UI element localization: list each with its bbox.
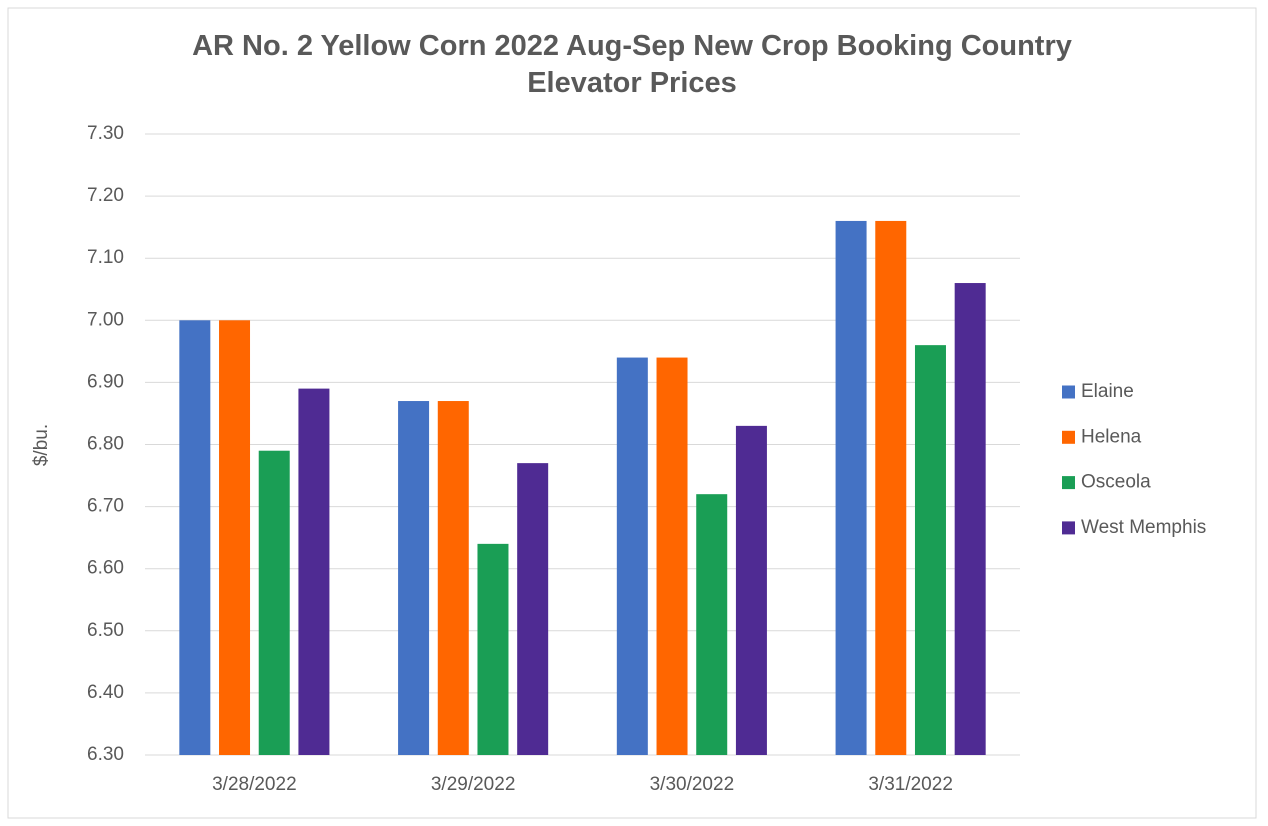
legend-label: West Memphis xyxy=(1081,517,1206,538)
x-tick-label: 3/31/2022 xyxy=(868,774,953,795)
bar xyxy=(914,345,946,755)
y-tick-label: 7.20 xyxy=(87,185,124,206)
chart-title: AR No. 2 Yellow Corn 2022 Aug-Sep New Cr… xyxy=(192,30,1072,99)
bar xyxy=(954,283,986,755)
y-tick-label: 6.90 xyxy=(87,371,124,392)
bar xyxy=(735,425,767,755)
bar xyxy=(298,388,330,755)
y-axis-label: $/bu. xyxy=(31,424,52,466)
y-tick-label: 6.80 xyxy=(87,434,124,455)
legend-swatch xyxy=(1062,521,1075,535)
y-tick-label: 6.40 xyxy=(87,682,124,703)
bar xyxy=(179,320,211,755)
y-tick-label: 7.30 xyxy=(87,123,124,144)
legend-label: Helena xyxy=(1081,426,1142,447)
x-tick-label: 3/28/2022 xyxy=(212,774,297,795)
bar xyxy=(398,401,430,755)
bar xyxy=(437,401,469,755)
legend-swatch xyxy=(1062,476,1075,490)
bar xyxy=(477,543,509,755)
y-tick-label: 6.70 xyxy=(87,496,124,517)
y-tick-label: 6.50 xyxy=(87,620,124,641)
bar xyxy=(656,357,688,755)
bar xyxy=(835,220,867,755)
y-tick-label: 6.30 xyxy=(87,744,124,765)
legend-label: Osceola xyxy=(1081,472,1151,493)
bar xyxy=(219,320,251,755)
bar xyxy=(616,357,648,755)
y-tick-label: 7.10 xyxy=(87,247,124,268)
legend-swatch xyxy=(1062,430,1075,444)
legend-swatch xyxy=(1062,385,1075,399)
y-tick-label: 7.00 xyxy=(87,309,124,330)
bar xyxy=(517,463,549,755)
bar xyxy=(258,450,290,755)
y-tick-label: 6.60 xyxy=(87,558,124,579)
x-tick-label: 3/30/2022 xyxy=(650,774,735,795)
bar xyxy=(696,494,728,755)
legend-label: Elaine xyxy=(1081,381,1134,402)
bar xyxy=(875,220,907,755)
x-tick-label: 3/29/2022 xyxy=(431,774,516,795)
